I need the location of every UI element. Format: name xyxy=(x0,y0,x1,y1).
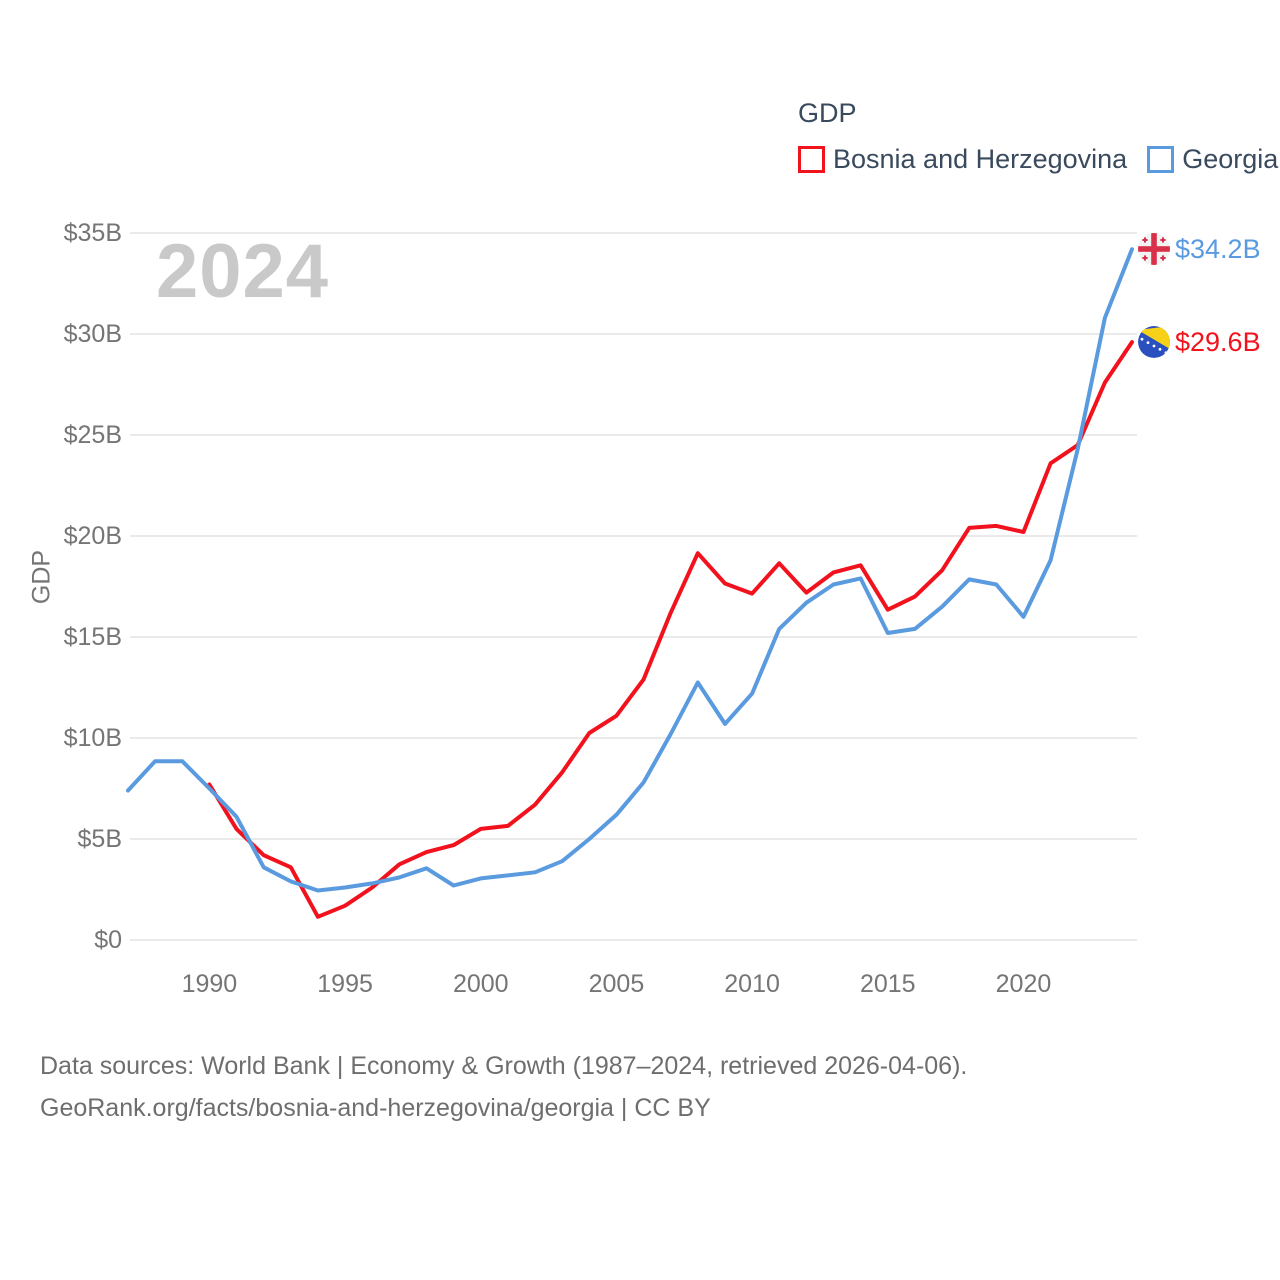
bosnia-flag-icon xyxy=(1138,326,1170,359)
georgia-end-marker: $34.2B xyxy=(1138,233,1261,266)
legend-row: Bosnia and Herzegovina Georgia xyxy=(798,144,1278,175)
legend-title: GDP xyxy=(798,98,857,128)
x-tick-label: 1990 xyxy=(181,970,238,998)
bosnia-end-value: $29.6B xyxy=(1175,326,1261,357)
data-source-footer: Data sources: World Bank | Economy & Gro… xyxy=(40,1045,967,1129)
georgia-line[interactable] xyxy=(126,247,1134,893)
y-tick-label: $20B xyxy=(63,522,122,550)
x-tick-label: 2005 xyxy=(588,970,645,998)
legend: GDP Bosnia and Herzegovina Georgia xyxy=(798,98,1278,175)
y-tick-label: $25B xyxy=(63,421,122,449)
x-tick-label: 1995 xyxy=(317,970,373,998)
y-tick-label: $5B xyxy=(77,825,122,853)
georgia-end-value: $34.2B xyxy=(1175,233,1261,264)
bosnia-end-marker: $29.6B xyxy=(1138,326,1261,359)
y-tick-label: $0 xyxy=(94,926,122,954)
x-tick-label: 2010 xyxy=(724,970,780,998)
y-axis-title: GDP xyxy=(27,549,56,605)
x-tick-label: 2000 xyxy=(452,970,509,998)
bosnia-line[interactable] xyxy=(207,340,1134,919)
footer-attribution-line: GeoRank.org/facts/bosnia-and-herzegovina… xyxy=(40,1094,711,1122)
year-watermark: 2024 xyxy=(156,229,330,314)
x-tick-label: 2015 xyxy=(859,970,916,998)
x-tick-label: 2020 xyxy=(995,970,1052,998)
footer-sources-line: Data sources: World Bank | Economy & Gro… xyxy=(40,1052,968,1080)
georgia-flag-icon xyxy=(1138,233,1170,266)
legend-label-georgia: Georgia xyxy=(1182,144,1279,174)
legend-item-georgia[interactable]: Georgia xyxy=(1147,144,1278,175)
y-tick-label: $15B xyxy=(63,623,122,651)
bosnia-swatch-icon xyxy=(798,146,825,173)
y-tick-label: $10B xyxy=(63,724,122,752)
legend-item-bosnia[interactable]: Bosnia and Herzegovina xyxy=(798,144,1127,175)
y-tick-label: $30B xyxy=(63,320,122,348)
legend-label-bosnia: Bosnia and Herzegovina xyxy=(833,144,1128,174)
georgia-swatch-icon xyxy=(1147,146,1175,173)
y-tick-label: $35B xyxy=(63,219,122,247)
